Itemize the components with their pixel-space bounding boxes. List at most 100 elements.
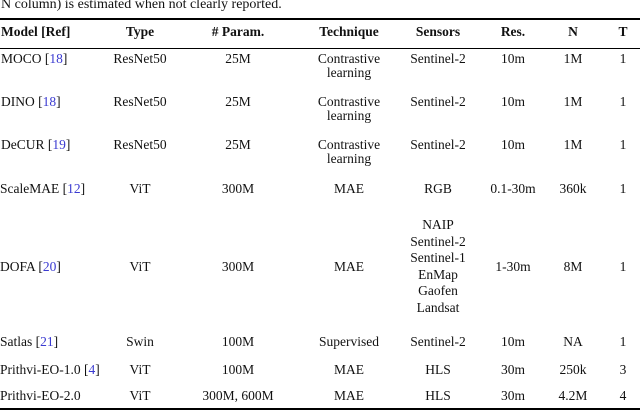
cell-params: 300M — [221, 181, 255, 196]
col-header-res: Res. — [486, 19, 540, 49]
sensor-line: Sentinel-2 — [410, 94, 466, 109]
cell-model: MOCO [18] — [0, 49, 112, 93]
citation-bracket: ] — [56, 258, 61, 274]
cell-type: ResNet50 — [113, 137, 167, 152]
table-row: Satlas [21] Swin 100M Supervised Sentinel-2 1… — [0, 329, 640, 359]
sensor-line: Sentinel-2 — [410, 51, 466, 66]
model-label: DINO [ — [1, 94, 43, 109]
technique-label: MAE — [334, 388, 364, 403]
citation-bracket: ] — [56, 94, 61, 109]
col-header-technique: Technique — [308, 19, 390, 49]
citation-link[interactable]: 21 — [40, 334, 54, 349]
cell-type: Swin — [126, 334, 154, 349]
col-header-n: N — [540, 19, 606, 49]
technique-label: Contrastive learning — [317, 94, 381, 123]
cell-params: 100M — [221, 362, 255, 377]
cell-t: 1 — [619, 51, 627, 66]
models-comparison-table: Model [Ref] Type # Param. Technique Sens… — [0, 18, 640, 410]
citation-link[interactable]: 12 — [67, 181, 81, 196]
sensor-line: Sentinel-2 — [410, 233, 466, 249]
cell-sensors: Sentinel-2 — [390, 135, 486, 178]
table-header: Model [Ref] Type # Param. Technique Sens… — [0, 19, 640, 49]
cell-params: 300M — [221, 258, 255, 274]
header-row: Model [Ref] Type # Param. Technique Sens… — [0, 19, 640, 49]
table-row: DOFA [20] ViT 300M MAE NAIP Sentinel-2 Sentine… — [0, 212, 640, 329]
citation-link[interactable]: 19 — [52, 137, 66, 152]
cell-n: 1M — [563, 137, 583, 152]
cell-type: ResNet50 — [113, 51, 167, 66]
col-header-model: Model [Ref] — [0, 19, 112, 49]
citation-link[interactable]: 20 — [42, 258, 57, 274]
cell-n: 360k — [559, 181, 587, 196]
cell-technique: Supervised — [308, 329, 390, 359]
cell-technique: MAE — [308, 212, 390, 329]
technique-label: Supervised — [319, 334, 379, 349]
cell-t: 3 — [619, 362, 627, 377]
cell-params: 25M — [225, 137, 251, 152]
col-header-t: T — [606, 19, 640, 49]
model-label: DeCUR [ — [1, 137, 53, 152]
citation-bracket: ] — [53, 334, 59, 349]
cell-res: 10m — [500, 334, 525, 349]
cell-n: 8M — [563, 258, 583, 274]
cell-t: 4 — [619, 388, 627, 403]
cell-model: DOFA [20] — [0, 212, 112, 329]
cell-t: 1 — [619, 334, 627, 349]
model-label: Prithvi-EO-1.0 [ — [0, 362, 89, 377]
table-row: MOCO [18] ResNet50 25M Contrastive learning… — [0, 49, 640, 93]
technique-label: Contrastive learning — [317, 51, 381, 80]
cell-params: 100M — [221, 334, 255, 349]
cell-technique: Contrastive learning — [308, 92, 390, 135]
table-caption-text: N column) is estimated when not clearly … — [1, 0, 282, 12]
citation-link[interactable]: 4 — [88, 362, 96, 377]
citation-link[interactable]: 18 — [49, 51, 63, 66]
cell-n: 1M — [563, 94, 583, 109]
cell-params: 25M — [225, 94, 251, 109]
citation-bracket: ] — [65, 137, 71, 152]
technique-label: MAE — [334, 181, 364, 196]
cell-model: Prithvi-EO-2.0 — [0, 385, 112, 409]
cell-sensors: HLS — [390, 359, 486, 385]
cell-res: 30m — [500, 388, 525, 403]
technique-label: Contrastive learning — [317, 137, 381, 166]
table-row: DeCUR [19] ResNet50 25M Contrastive learnin… — [0, 135, 640, 178]
model-label: DOFA [ — [0, 258, 43, 274]
cell-sensors: Sentinel-2 — [390, 329, 486, 359]
citation-bracket: ] — [62, 51, 68, 66]
cell-n: NA — [563, 334, 583, 349]
cell-sensors: NAIP Sentinel-2 Sentinel-1 EnMap Gaofen Lands… — [390, 212, 486, 329]
sensor-line: Gaofen — [418, 283, 458, 298]
cell-technique: Contrastive learning — [308, 135, 390, 178]
cell-type: ResNet50 — [113, 94, 167, 109]
sensor-line: Sentinel-2 — [410, 334, 466, 349]
citation-bracket: ] — [80, 181, 86, 196]
technique-label: MAE — [334, 258, 364, 274]
cell-model: DeCUR [19] — [0, 135, 112, 178]
model-label: MOCO [ — [1, 51, 50, 66]
cell-model: Satlas [21] — [0, 329, 112, 359]
cell-model: Prithvi-EO-1.0 [4] — [0, 359, 112, 385]
cell-params: 25M — [225, 51, 251, 66]
cell-sensors: HLS — [390, 385, 486, 409]
sensor-line: NAIP — [422, 217, 454, 232]
table-row: Prithvi-EO-1.0 [4] ViT 100M MAE HLS 30m 250k 3 — [0, 359, 640, 385]
cell-model: DINO [18] — [0, 92, 112, 135]
cell-res: 10m — [500, 51, 525, 66]
cell-t: 1 — [619, 258, 627, 274]
cell-technique: MAE — [308, 359, 390, 385]
citation-link[interactable]: 18 — [42, 94, 57, 109]
cell-sensors: RGB — [390, 178, 486, 212]
table-row: ScaleMAE [12] ViT 300M MAE RGB 0.1-30m 360k 1 — [0, 178, 640, 212]
cell-n: 1M — [563, 51, 583, 66]
table-row: Prithvi-EO-2.0 ViT 300M, 600M MAE HLS 30m 4.2M… — [0, 385, 640, 409]
table-row: DINO [18] ResNet50 25M Contrastive learning… — [0, 92, 640, 135]
cell-res: 10m — [500, 137, 525, 152]
cell-t: 1 — [619, 137, 627, 152]
cell-sensors: Sentinel-2 — [390, 49, 486, 93]
sensor-line: EnMap — [418, 266, 458, 282]
sensor-line: Sentinel-1 — [410, 250, 466, 265]
cell-t: 1 — [619, 181, 627, 196]
model-label: Satlas [ — [0, 334, 41, 349]
cell-type: ViT — [129, 388, 151, 403]
col-header-sensors: Sensors — [390, 19, 486, 49]
